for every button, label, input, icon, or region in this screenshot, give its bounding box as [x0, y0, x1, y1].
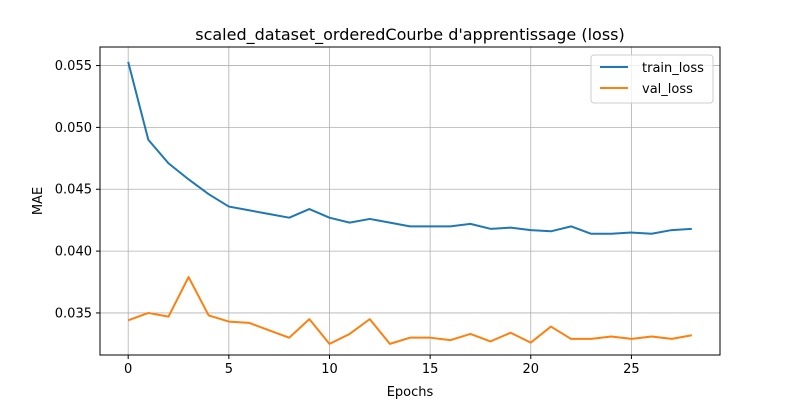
y-tick-label: 0.055	[55, 59, 92, 74]
y-tick-label: 0.045	[55, 183, 92, 198]
x-tick-label: 10	[321, 362, 338, 377]
series-line-train-loss	[127, 61, 692, 235]
y-tick-label: 0.050	[55, 121, 92, 136]
y-tick-label: 0.040	[55, 245, 92, 260]
x-tick-label: 25	[623, 362, 640, 377]
y-axis-ticks: 0.035 0.040 0.045 0.050 0.055	[55, 59, 100, 321]
x-tick-label: 20	[523, 362, 540, 377]
legend: train_loss val_loss	[590, 54, 714, 104]
series-line-val-loss	[127, 276, 693, 345]
x-tick-label: 0	[124, 362, 132, 377]
series-lines	[127, 61, 693, 345]
x-axis-label: Epochs	[387, 385, 434, 400]
legend-label-train-loss: train_loss	[642, 61, 704, 76]
y-axis-label: MAE	[31, 187, 46, 215]
x-tick-label: 15	[422, 362, 439, 377]
x-axis-ticks: 0 5 10 15 20 25	[124, 355, 640, 377]
plot-frame	[99, 46, 721, 356]
chart-title: scaled_dataset_orderedCourbe d'apprentis…	[195, 25, 625, 45]
y-tick-label: 0.035	[55, 306, 92, 321]
legend-label-val-loss: val_loss	[642, 82, 693, 97]
x-tick-label: 5	[225, 362, 233, 377]
plot-area	[99, 46, 721, 356]
